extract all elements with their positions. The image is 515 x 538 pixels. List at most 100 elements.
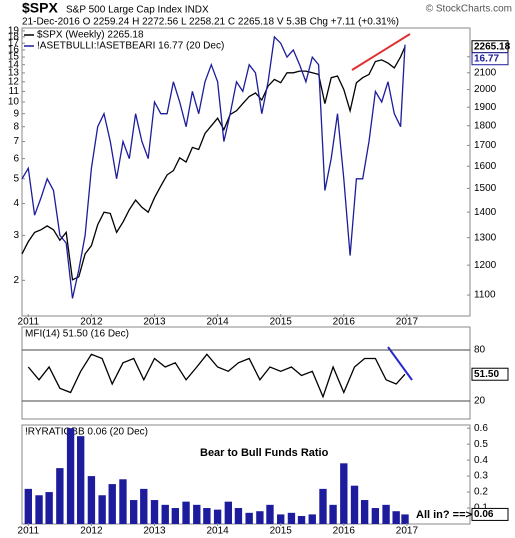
bar xyxy=(140,488,148,524)
bar xyxy=(256,511,264,524)
bar xyxy=(392,511,400,524)
annotation: Bear to Bull Funds Ratio xyxy=(200,447,329,459)
x-tick-label: 2016 xyxy=(333,526,356,537)
bar xyxy=(161,504,169,524)
y2-tick-label: 1500 xyxy=(474,183,497,194)
y-tick-label: 16 xyxy=(8,45,20,56)
value-tag xyxy=(471,52,509,66)
data-line xyxy=(21,35,406,299)
bar xyxy=(329,504,337,524)
value-tag-label: 16.77 xyxy=(474,53,499,64)
y-tick-label: 8 xyxy=(13,121,19,132)
x-tick-label: 2016 xyxy=(333,317,356,328)
note: All in? ==> xyxy=(416,509,472,521)
x-tick-label: 2011 xyxy=(18,317,40,328)
value-tag-label: 51.50 xyxy=(474,369,499,380)
x-tick-label: 2017 xyxy=(396,526,419,537)
y2-tick-label: 1600 xyxy=(474,161,497,172)
y-tick-label: 2 xyxy=(13,275,19,286)
bar xyxy=(213,509,222,524)
value-tag xyxy=(471,507,509,521)
value-tag xyxy=(471,367,509,381)
bar xyxy=(77,436,85,524)
bar xyxy=(130,500,138,524)
y2-tick-label: 1300 xyxy=(474,232,497,243)
legend-label: $SPX (Weekly) 2265.18 xyxy=(37,30,144,41)
x-tick-label: 2014 xyxy=(206,526,229,537)
x-tick-label: 2017 xyxy=(396,317,419,328)
bar xyxy=(340,463,348,524)
trend-line xyxy=(351,33,411,71)
y-tick-label: 3 xyxy=(13,230,19,241)
y-tick-label: 18 xyxy=(8,32,20,43)
y2-tick-label: 1700 xyxy=(474,140,497,151)
bar xyxy=(382,504,390,524)
bar xyxy=(308,514,316,524)
mfi-panel xyxy=(21,326,471,420)
bar xyxy=(171,508,180,524)
y-tick-label: 0.6 xyxy=(474,423,488,434)
bar xyxy=(287,512,296,524)
trend-line xyxy=(387,346,413,381)
bar xyxy=(66,428,75,524)
chart-subtitle: S&P 500 Large Cap Index INDX xyxy=(66,5,209,16)
panel-title: !RYRATIOBB 0.06 (20 Dec) xyxy=(25,427,148,438)
x-tick-label: 2015 xyxy=(270,526,293,537)
quote: 21-Dec-2016 O 2259.24 H 2272.56 L 2258.2… xyxy=(22,17,399,28)
bar xyxy=(98,495,106,524)
y-tick-label: 5 xyxy=(13,173,19,184)
x-tick-label: 2013 xyxy=(143,526,166,537)
y-tick-label: 80 xyxy=(474,345,486,356)
price-panel xyxy=(21,27,471,317)
y-tick-label: 7 xyxy=(13,136,19,147)
bar xyxy=(108,484,116,524)
bar xyxy=(371,508,380,524)
y-tick-label: 17 xyxy=(8,38,20,49)
y-tick-label: 0.2 xyxy=(474,487,488,498)
bar xyxy=(245,512,253,524)
x-tick-label: 2013 xyxy=(143,317,166,328)
y-tick-label: 6 xyxy=(13,153,19,164)
bar xyxy=(150,500,159,524)
bar xyxy=(234,508,243,524)
y-tick-label: 4 xyxy=(13,198,19,209)
bar xyxy=(360,500,369,524)
y2-tick-label: 1800 xyxy=(474,120,497,131)
chart-title: $SPX xyxy=(22,0,58,16)
panel-title: MFI(14) 51.50 (16 Dec) xyxy=(25,329,129,340)
y-tick-label: 0.5 xyxy=(474,439,488,450)
source: © StockCharts.com xyxy=(426,4,512,15)
data-line xyxy=(21,46,406,281)
x-tick-label: 2012 xyxy=(80,526,103,537)
y-tick-label: 9 xyxy=(13,108,19,119)
x-tick-label: 2011 xyxy=(18,526,40,537)
bar xyxy=(224,501,233,524)
y-tick-label: 19 xyxy=(8,26,20,37)
y2-tick-label: 1400 xyxy=(474,207,497,218)
data-line xyxy=(27,353,406,399)
bar xyxy=(45,492,53,524)
y-tick-label: 14 xyxy=(8,59,20,70)
x-tick-label: 2012 xyxy=(80,317,103,328)
y2-tick-label: 1100 xyxy=(474,290,496,301)
bar xyxy=(203,508,211,524)
bar xyxy=(182,501,190,524)
bar xyxy=(193,504,201,524)
legend-label: !ASETBULLI:!ASETBEARI 16.77 (20 Dec) xyxy=(37,41,224,52)
y2-tick-label: 1900 xyxy=(474,102,497,113)
y2-tick-label: 1200 xyxy=(474,260,497,271)
y-tick-label: 0.4 xyxy=(474,455,488,466)
bar xyxy=(119,479,127,524)
value-tag-label: 0.06 xyxy=(474,509,494,520)
y-tick-label: 11 xyxy=(9,86,20,97)
value-tag-label: 2265.18 xyxy=(474,41,511,52)
y2-tick-label: 2000 xyxy=(474,84,497,95)
bar xyxy=(401,514,409,524)
bar xyxy=(266,504,274,524)
y-tick-label: 12 xyxy=(8,76,20,87)
bar xyxy=(87,476,96,524)
y-tick-label: 10 xyxy=(8,97,20,108)
y-tick-label: 15 xyxy=(8,52,20,63)
x-tick-label: 2014 xyxy=(206,317,229,328)
